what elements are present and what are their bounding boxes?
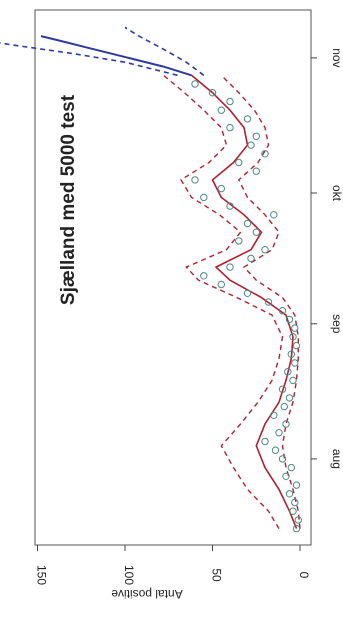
observed-point — [201, 273, 207, 279]
observed-point — [271, 212, 277, 218]
confidence-bands-layer — [0, 27, 300, 528]
observed-point — [253, 229, 259, 235]
observed-point — [227, 124, 233, 130]
observed-point — [286, 395, 292, 401]
observed-point — [244, 116, 250, 122]
observed-point — [218, 185, 224, 191]
observed-point — [248, 255, 254, 261]
y-tick-label: 50 — [210, 568, 224, 582]
x-tick-label-nov: nov — [330, 48, 343, 67]
observed-point — [276, 430, 282, 436]
observed-point — [292, 325, 298, 331]
observed-point — [271, 412, 277, 418]
x-tick-label-okt: okt — [330, 185, 343, 202]
observed-point — [292, 360, 298, 366]
observed-point — [290, 377, 296, 383]
fit-line — [192, 75, 297, 528]
y-tick-label: 150 — [35, 565, 49, 585]
x-tick-label-aug: aug — [330, 449, 343, 469]
observed-point — [201, 194, 207, 200]
projection-upper-band — [0, 36, 178, 75]
y-tick-label: 0 — [297, 572, 311, 579]
y-tick-label: 100 — [122, 565, 136, 585]
observed-point — [279, 456, 285, 462]
observed-point — [227, 98, 233, 104]
observed-point — [293, 342, 299, 348]
projection-lower-band — [125, 27, 204, 75]
observed-point — [218, 281, 224, 287]
fit-lower-band — [221, 75, 300, 528]
observed-point — [244, 290, 250, 296]
series-lines-layer — [41, 36, 297, 528]
observed-point — [288, 464, 294, 470]
fit-upper-band — [164, 75, 283, 528]
observed-point — [262, 247, 268, 253]
observed-point — [292, 499, 298, 505]
observed-point — [192, 81, 198, 87]
observed-point — [248, 142, 254, 148]
observed-point — [244, 220, 250, 226]
observed-point — [272, 447, 278, 453]
observed-point — [218, 107, 224, 113]
observed-point — [262, 438, 268, 444]
observed-point — [281, 403, 287, 409]
observed-point — [290, 508, 296, 514]
observed-point — [286, 491, 292, 497]
observed-point — [293, 482, 299, 488]
projection-line — [41, 36, 192, 75]
chart-title: Sjælland med 5000 test — [58, 94, 79, 305]
x-tick-label-sep: sep — [330, 314, 343, 334]
observed-point — [236, 238, 242, 244]
observed-point — [283, 473, 289, 479]
observed-point — [192, 177, 198, 183]
observed-point — [227, 264, 233, 270]
y-axis-label: Antal positive — [111, 587, 183, 601]
observed-point — [253, 133, 259, 139]
observed-point — [253, 168, 259, 174]
observed-point — [236, 159, 242, 165]
